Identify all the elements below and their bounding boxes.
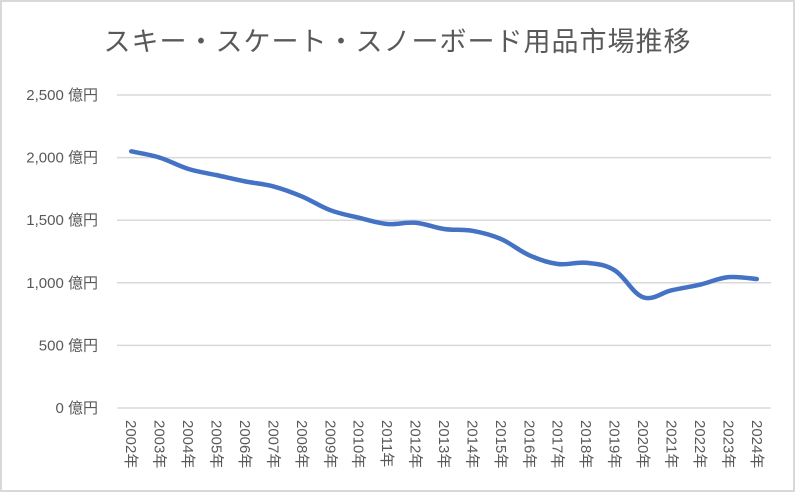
x-tick-label: 2020年 (634, 420, 651, 468)
x-tick-label: 2008年 (293, 420, 310, 468)
x-tick-label: 2003年 (151, 420, 168, 468)
x-tick-label: 2015年 (492, 420, 509, 468)
chart-title: スキー・スケート・スノーボード用品市場推移 (103, 27, 692, 58)
x-tick-label: 2004年 (179, 420, 196, 468)
y-tick-label: 2,000 億円 (26, 150, 98, 167)
x-axis-labels: 2002年 2003年 2004年 2005年 2006年 2007年 2008年 2009年… (122, 420, 765, 468)
series-line (128, 149, 760, 301)
x-tick-label: 2014年 (463, 420, 480, 468)
x-tick-label: 2022年 (691, 420, 708, 468)
x-tick-label: 2011年 (378, 420, 395, 467)
y-tick-label: 1,500 億円 (26, 212, 98, 229)
y-tick-label: 2,500 億円 (26, 87, 98, 104)
x-tick-label: 2009年 (321, 420, 338, 468)
y-tick-label: 0 億円 (55, 400, 98, 417)
x-tick-label: 2023年 (719, 420, 736, 468)
y-tick-label: 500 億円 (39, 337, 98, 354)
x-tick-label: 2005年 (208, 420, 225, 468)
x-tick-label: 2019年 (606, 420, 623, 468)
x-tick-label: 2012年 (407, 420, 424, 468)
y-axis-labels: 0 億円 500 億円 1,000 億円 1,500 億円 2,000 億円 2,500 … (26, 87, 98, 417)
y-tick-label: 1,000 億円 (26, 275, 98, 292)
x-tick-label: 2021年 (662, 420, 679, 468)
x-tick-label: 2006年 (236, 420, 253, 468)
x-tick-label: 2016年 (520, 420, 537, 468)
x-tick-label: 2002年 (122, 420, 139, 468)
x-tick-label: 2024年 (748, 420, 765, 468)
data-series (128, 149, 760, 301)
x-tick-label: 2007年 (264, 420, 281, 468)
x-tick-label: 2013年 (435, 420, 452, 468)
x-tick-label: 2017年 (549, 420, 566, 468)
x-tick-label: 2010年 (350, 420, 367, 468)
gridlines (117, 94, 771, 409)
x-tick-label: 2018年 (577, 420, 594, 468)
